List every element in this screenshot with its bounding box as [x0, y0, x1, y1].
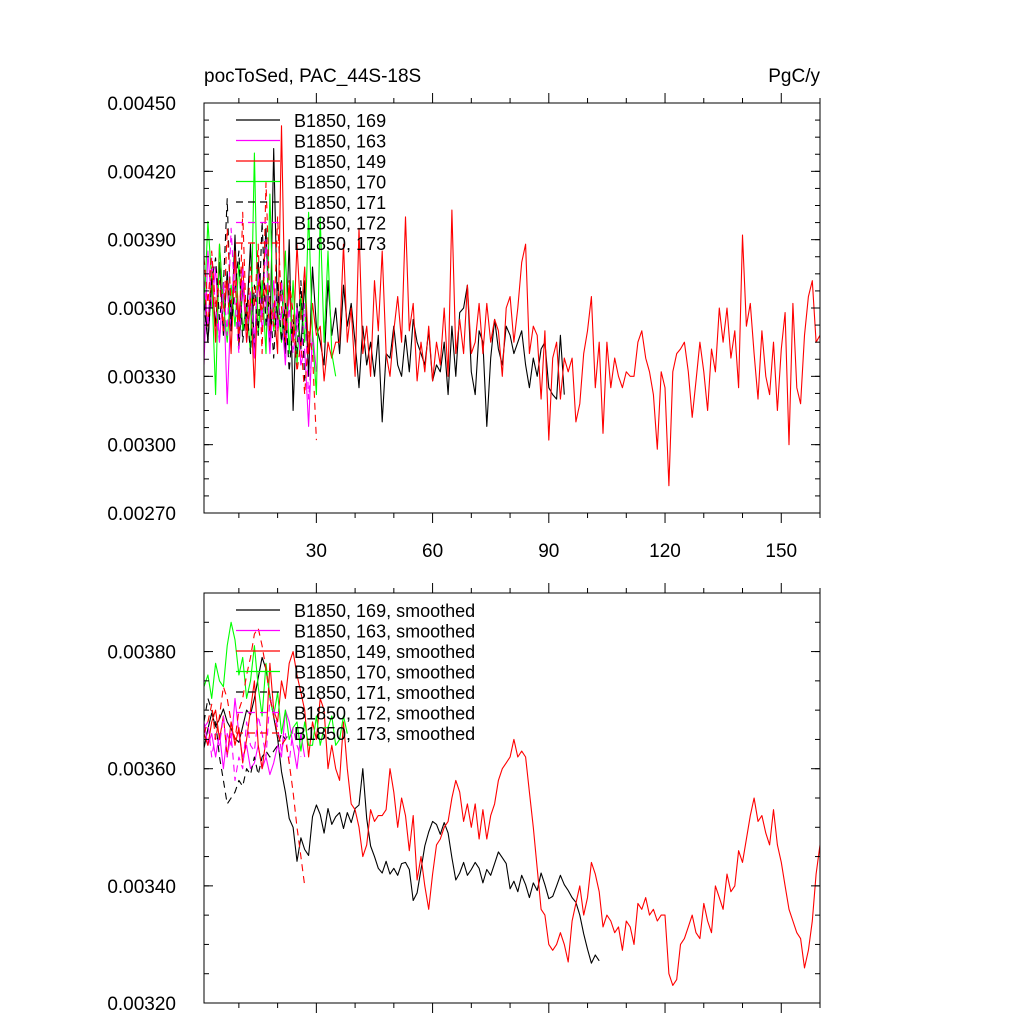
plot-area	[204, 125, 820, 487]
legend-label-2: B1850, 163	[294, 132, 386, 152]
legend-label-7: B1850, 173	[294, 234, 386, 254]
y-tick-label: 0.00360	[107, 299, 176, 320]
legend-label-4: B1850, 170, smoothed	[294, 663, 475, 683]
y-tick-label: 0.00450	[107, 94, 176, 115]
x-tick-label: 60	[422, 541, 443, 562]
series-line-2	[204, 697, 306, 776]
y-tick-label: 0.00270	[107, 504, 176, 525]
chart-units: PgC/y	[768, 66, 820, 87]
legend-label-4: B1850, 170	[294, 173, 386, 193]
legend-label-2: B1850, 163, smoothed	[294, 622, 475, 642]
y-tick-label: 0.00340	[107, 877, 176, 898]
series-line-6	[204, 697, 302, 781]
legend-label-5: B1850, 171	[294, 193, 386, 213]
top-panel: 0.00270 0.00300 0.00330 0.00360 0.00390 0.004…	[107, 93, 821, 562]
chart-title: pocToSed, PAC_44S-18S	[204, 66, 421, 87]
y-tick-label: 0.00360	[107, 760, 176, 781]
series-line-5	[204, 198, 306, 381]
legend-label-6: B1850, 172	[294, 214, 386, 234]
y-tick-label: 0.00420	[107, 162, 176, 183]
series-line-7	[204, 627, 306, 886]
x-tick-label: 120	[649, 541, 681, 562]
y-tick-label: 0.00330	[107, 367, 176, 388]
series-line-3	[204, 125, 820, 487]
series-line-4	[204, 152, 337, 396]
x-tick-label: 150	[765, 541, 797, 562]
y-tick-label: 0.00300	[107, 436, 176, 457]
legend-label-1: B1850, 169, smoothed	[294, 601, 475, 621]
series-line-4	[204, 621, 348, 752]
legend-label-1: B1850, 169	[294, 111, 386, 131]
y-tick-label: 0.00380	[107, 643, 176, 664]
y-tick-label: 0.00390	[107, 231, 176, 252]
plot-area	[204, 621, 820, 986]
series-line-3	[204, 651, 820, 986]
x-tick-label: 30	[306, 541, 327, 562]
series-line-7	[204, 182, 317, 441]
legend-label-3: B1850, 149	[294, 152, 386, 172]
series-line-5	[204, 697, 290, 805]
legend-label-3: B1850, 149, smoothed	[294, 642, 475, 662]
y-tick-label: 0.00320	[107, 994, 176, 1015]
bottom-panel: 0.00320 0.00340 0.00360 0.00380 B1850, 169, …	[107, 583, 821, 1015]
legend-label-6: B1850, 172, smoothed	[294, 704, 475, 724]
x-tick-label: 90	[538, 541, 559, 562]
legend-label-5: B1850, 171, smoothed	[294, 683, 475, 703]
legend-label-7: B1850, 173, smoothed	[294, 724, 475, 744]
